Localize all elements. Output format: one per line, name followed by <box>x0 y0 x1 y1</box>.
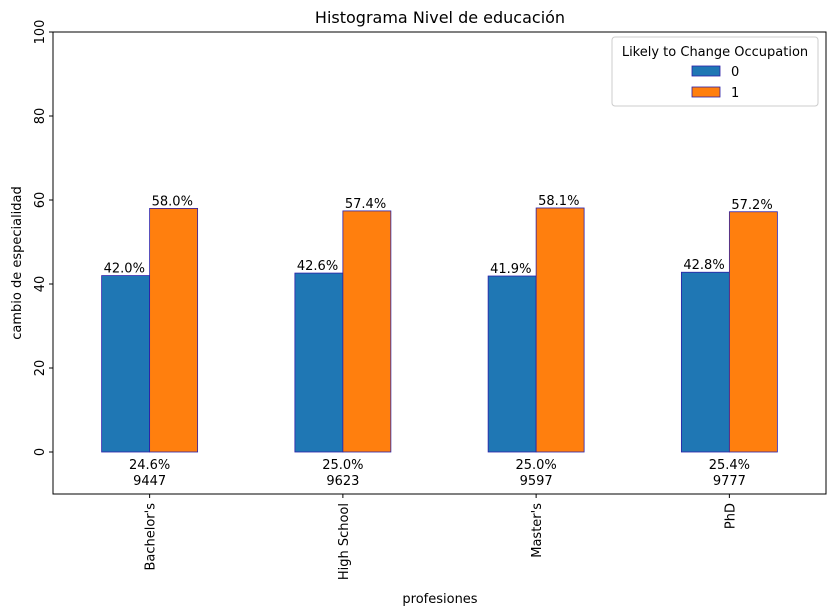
legend: Likely to Change Occupation 0 1 <box>611 36 819 107</box>
legend-title: Likely to Change Occupation <box>622 45 808 60</box>
y-axis: 0 20 40 60 80 100 <box>33 20 53 456</box>
x-tick-label: Bachelor's <box>144 503 159 571</box>
y-tick-label: 60 <box>33 192 48 209</box>
bar <box>294 272 344 453</box>
y-axis-label: cambio de especialidad <box>10 186 25 340</box>
category-percent-note: 25.0% <box>322 458 363 473</box>
bar-value-label: 58.1% <box>538 194 579 209</box>
legend-entry-label: 1 <box>731 86 739 101</box>
x-tick-label: Master's <box>530 503 545 558</box>
category-count-note: 9447 <box>133 474 166 489</box>
bar <box>728 211 778 453</box>
bar-value-label: 42.8% <box>683 258 724 273</box>
bar-value-label: 42.0% <box>104 262 145 277</box>
y-tick-label: 80 <box>33 108 48 125</box>
bar <box>342 210 392 453</box>
y-tick-label: 40 <box>33 276 48 293</box>
category-count-note: 9623 <box>326 474 359 489</box>
bar-value-label: 57.2% <box>731 198 772 213</box>
bars <box>101 207 778 453</box>
x-tick-label: PhD <box>723 503 738 529</box>
category-percent-note: 25.0% <box>515 458 556 473</box>
bar-value-label: 57.4% <box>345 197 386 212</box>
plot-area <box>52 31 827 495</box>
x-axis: Bachelor's High School Master's PhD <box>144 494 738 580</box>
chart-title: Histograma Nivel de educación <box>315 8 565 27</box>
x-axis-label: profesiones <box>402 592 477 607</box>
y-tick-label: 20 <box>33 360 48 377</box>
category-count-note: 9777 <box>713 474 746 489</box>
legend-swatch <box>691 86 721 98</box>
bar <box>680 271 730 453</box>
bar-value-label: 42.6% <box>297 259 338 274</box>
bar-value-label: 41.9% <box>490 262 531 277</box>
category-percent-note: 25.4% <box>709 458 750 473</box>
legend-entry-label: 0 <box>731 65 739 80</box>
category-percent-note: 24.6% <box>129 458 170 473</box>
bar-value-label: 58.0% <box>152 194 193 209</box>
category-count-note: 9597 <box>520 474 553 489</box>
bar <box>101 275 151 453</box>
bar <box>535 207 585 453</box>
annotations: 42.0%58.0%24.6%944742.6%57.4%25.0%962341… <box>104 194 773 489</box>
bar <box>487 275 537 453</box>
legend-swatch <box>691 65 721 77</box>
bar <box>149 207 199 453</box>
y-tick-label: 100 <box>33 20 48 45</box>
y-tick-label: 0 <box>33 448 48 456</box>
x-tick-label: High School <box>337 503 352 580</box>
